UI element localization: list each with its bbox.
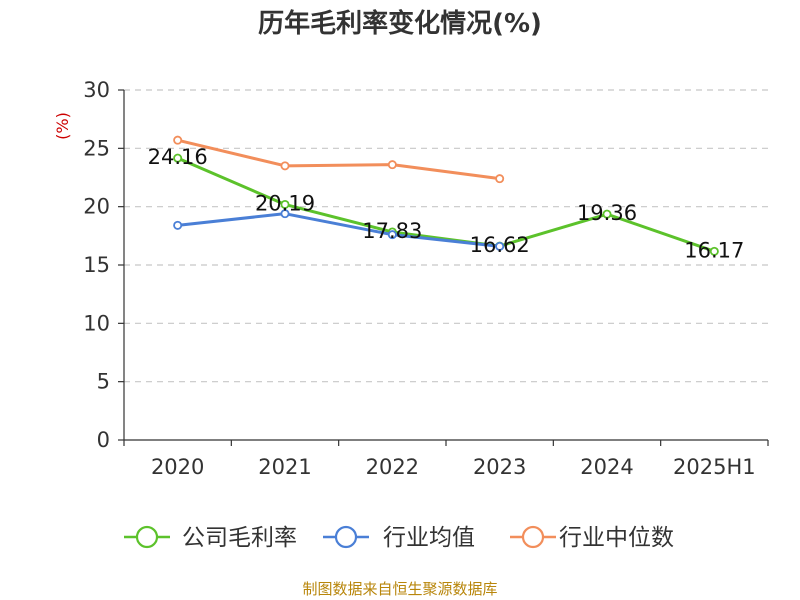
data-point [387,160,397,170]
data-label: 19.36 [577,201,637,225]
data-point [387,230,397,240]
x-tick-label: 2024 [580,455,633,479]
legend-label: 行业均值 [383,525,475,551]
data-label: 16.62 [470,233,530,257]
legend-label: 行业中位数 [559,525,674,551]
data-point [173,153,183,163]
x-tick-label: 2022 [366,455,419,479]
data-label: 17.83 [362,219,422,243]
data-label: 16.17 [684,238,744,262]
y-tick-label: 10 [83,311,110,335]
axes: 0 5 10 15 20 25 30 2020 2021 2022 2023 2024 2025H1 [83,78,769,479]
source-note: 制图数据来自恒生聚源数据库 [302,580,497,598]
series-lines [173,135,719,256]
gridlines [124,89,768,383]
legend-item: 行业均值 [323,525,475,551]
data-label: 24.16 [148,145,208,169]
legend-label: 公司毛利率 [182,525,297,551]
data-point [495,241,505,251]
x-tick-label: 2021 [258,455,311,479]
x-tick-label: 2023 [473,455,526,479]
legend-item: 行业中位数 [510,525,674,551]
y-tick-label: 0 [97,428,110,452]
y-tick-label: 5 [97,370,110,394]
y-tick-label: 25 [83,136,110,160]
legend-marker [334,525,358,549]
x-tick-label: 2020 [151,455,204,479]
data-point [280,161,290,171]
data-point [173,220,183,230]
legend-marker [135,525,159,549]
data-point [709,246,719,256]
legend: 公司毛利率 行业均值 行业中位数 [124,525,674,551]
series-line [177,212,500,248]
series-line [177,138,500,181]
data-point [602,209,612,219]
data-point [173,135,183,145]
y-tick-label: 30 [83,78,110,102]
legend-marker [521,525,545,549]
y-tick-label: 15 [83,253,110,277]
data-point [280,209,290,219]
data-labels: 24.16 20.19 17.83 16.62 19.36 16.17 [148,145,745,262]
data-label: 20.19 [255,191,315,215]
data-point [280,199,290,209]
data-point [495,174,505,184]
legend-item: 公司毛利率 [124,525,297,551]
x-tick-label: 2025H1 [673,455,756,479]
chart-title: 历年毛利率变化情况(%) [258,8,542,39]
y-axis-label: (%) [53,112,72,140]
y-tick-label: 20 [83,195,110,219]
